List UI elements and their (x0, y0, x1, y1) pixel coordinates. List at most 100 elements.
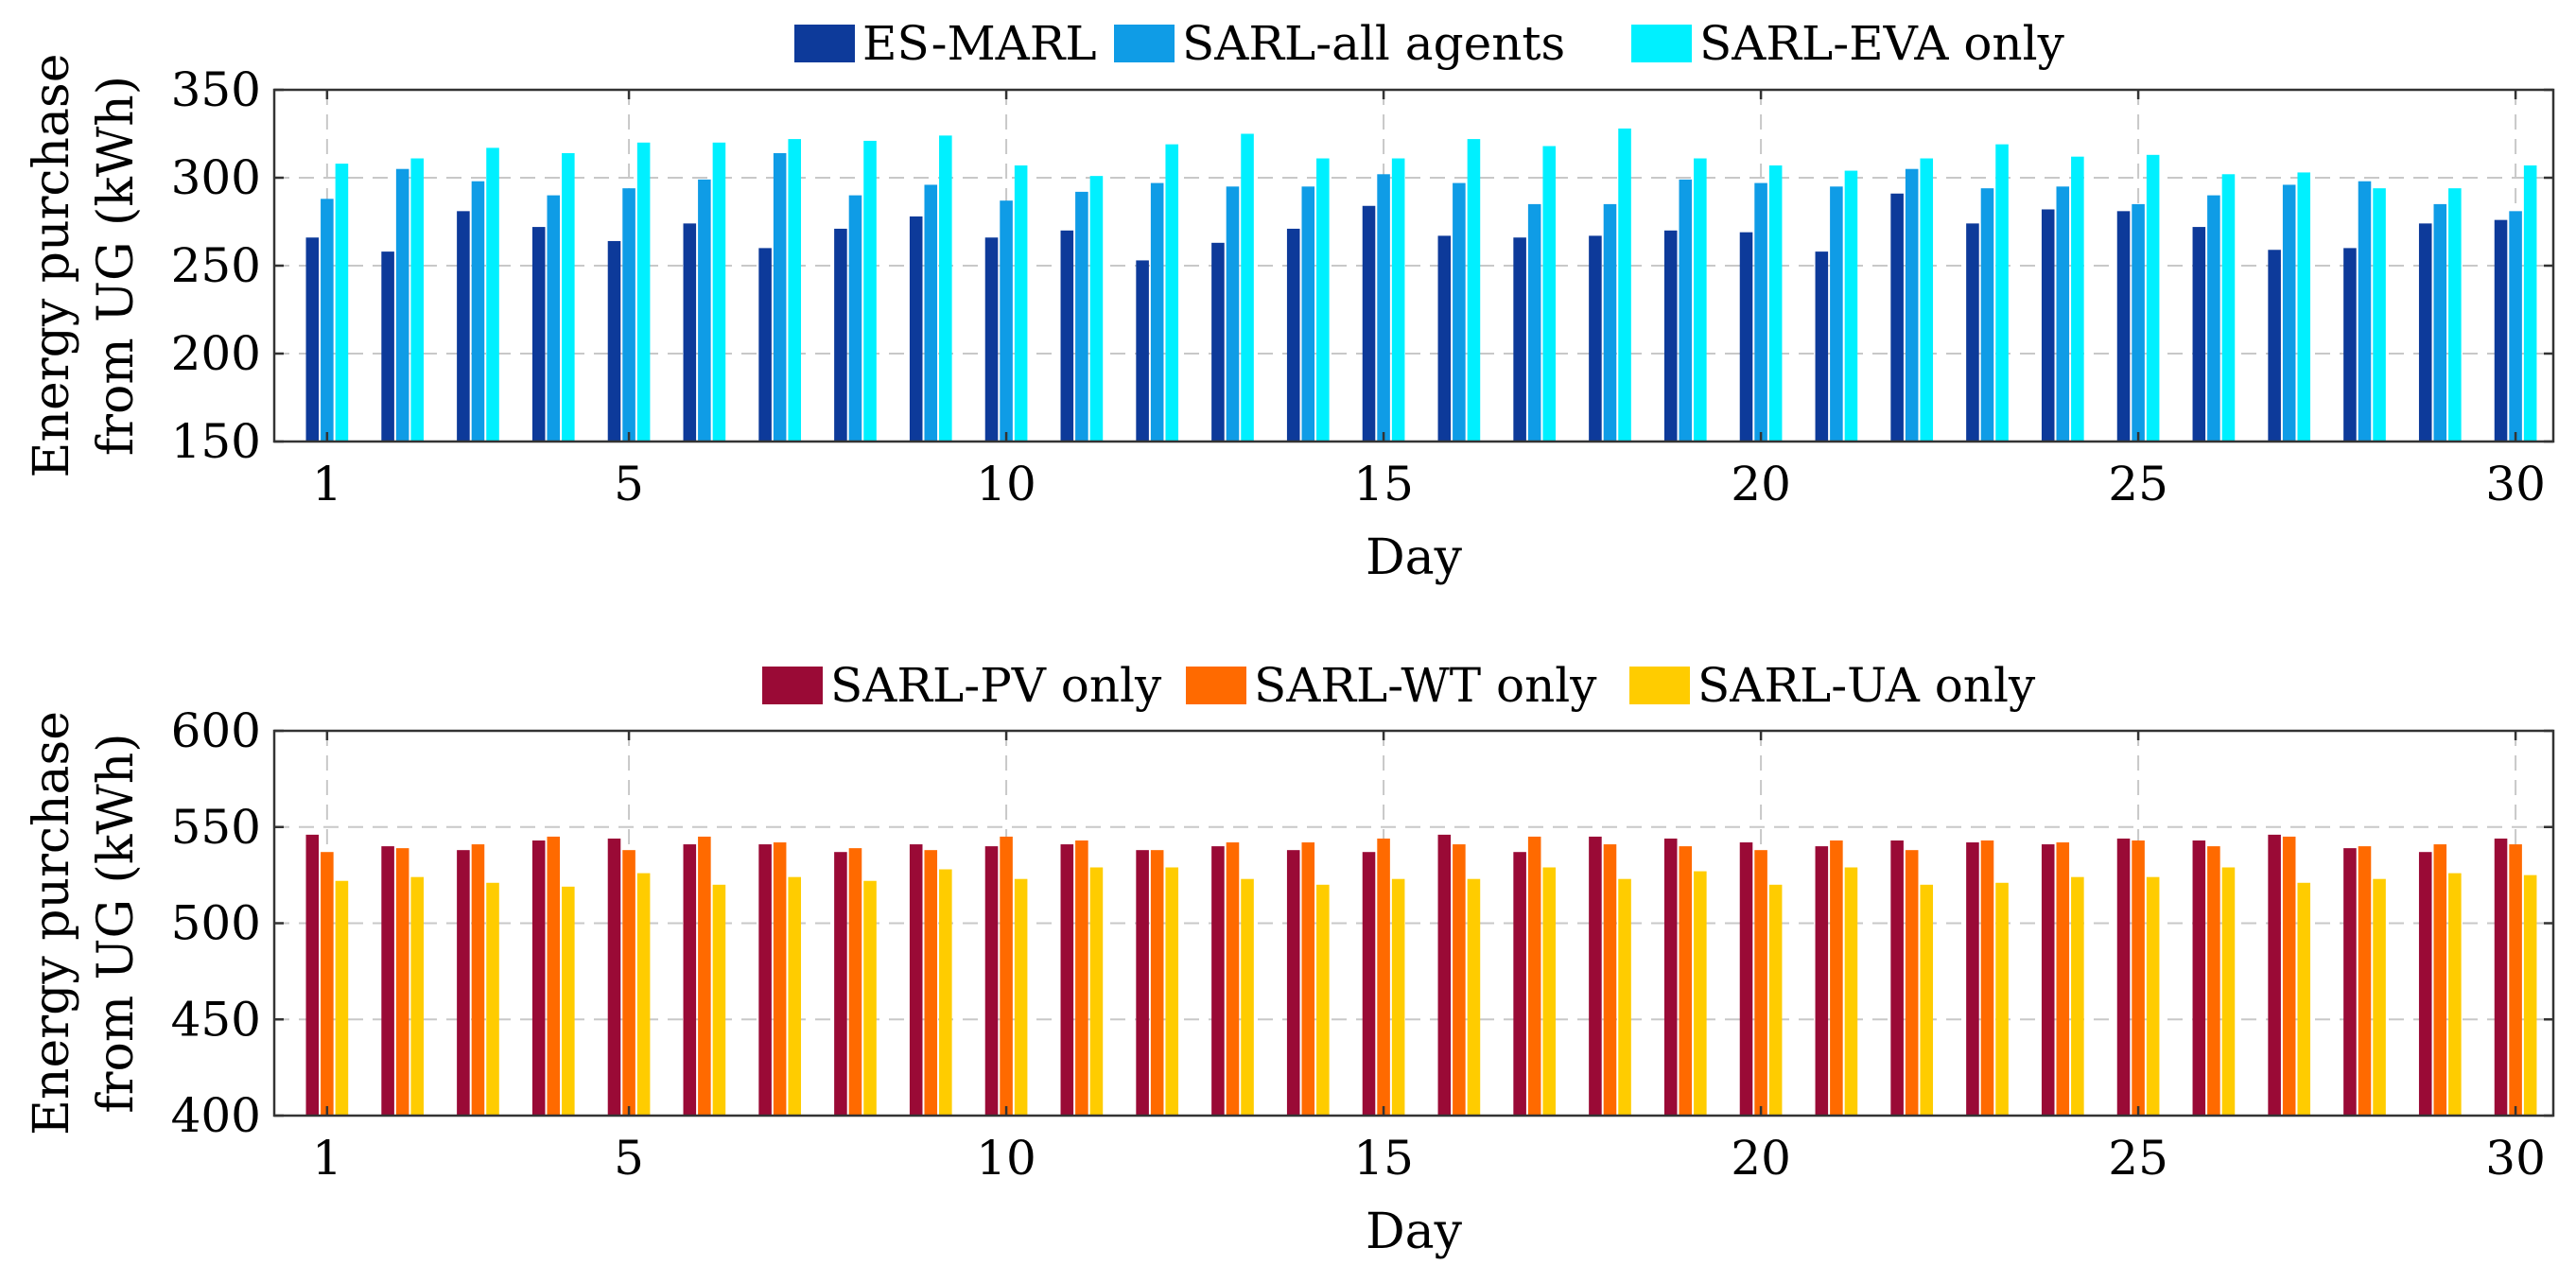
bottom-bar-sarl-pv-only-day-15 (1362, 852, 1376, 1116)
bottom-bar-sarl-ua-only-day-24 (2071, 876, 2084, 1116)
top-bar-sarl-all-agents-day-6 (698, 179, 711, 442)
bottom-legend-label: SARL-PV only (830, 658, 1162, 713)
top-bar-sarl-all-agents-day-23 (1980, 188, 1994, 442)
bottom-y-axis-label-line: Energy purchase (24, 711, 80, 1135)
bottom-bar-sarl-pv-only-day-27 (2268, 834, 2281, 1116)
bottom-bar-sarl-ua-only-day-4 (562, 886, 575, 1116)
bottom-bar-sarl-pv-only-day-2 (381, 846, 394, 1116)
top-bar-es-marl-day-11 (1060, 230, 1074, 442)
top-bar-es-marl-day-14 (1286, 228, 1300, 442)
top-bar-sarl-all-agents-day-22 (1905, 168, 1919, 442)
bottom-bar-sarl-pv-only-day-29 (2418, 852, 2432, 1116)
bottom-bar-sarl-wt-only-day-22 (1905, 850, 1919, 1116)
top-bar-sarl-all-agents-day-20 (1754, 182, 1767, 442)
bottom-x-tick-label: 5 (614, 1131, 644, 1186)
top-bar-es-marl-day-4 (531, 227, 546, 442)
top-bar-sarl-all-agents-day-3 (471, 181, 485, 442)
top-x-tick-label: 20 (1731, 457, 1791, 511)
bottom-bar-sarl-ua-only-day-7 (788, 876, 802, 1116)
bottom-bar-sarl-wt-only-day-8 (848, 848, 862, 1116)
top-bar-sarl-eva-only-day-4 (562, 152, 575, 442)
top-bar-sarl-eva-only-day-13 (1241, 133, 1254, 442)
top-x-tick-label: 15 (1353, 457, 1414, 511)
top-bar-sarl-all-agents-day-4 (547, 195, 561, 442)
top-bar-sarl-all-agents-day-17 (1527, 203, 1541, 442)
bottom-bar-sarl-ua-only-day-10 (1014, 878, 1028, 1116)
top-bar-es-marl-day-16 (1437, 235, 1452, 442)
bottom-bar-sarl-pv-only-day-23 (1966, 842, 1979, 1116)
top-bar-sarl-all-agents-day-28 (2358, 181, 2372, 442)
bottom-bar-sarl-wt-only-day-11 (1075, 840, 1088, 1116)
bottom-bar-sarl-pv-only-day-3 (457, 850, 470, 1116)
top-bar-sarl-all-agents-day-13 (1226, 186, 1240, 442)
top-x-tick-label: 10 (976, 457, 1036, 511)
top-bar-sarl-eva-only-day-7 (788, 139, 802, 442)
bottom-bar-sarl-wt-only-day-21 (1830, 840, 1843, 1116)
top-bar-es-marl-day-20 (1739, 232, 1753, 442)
top-bar-sarl-eva-only-day-27 (2297, 172, 2311, 442)
bottom-bar-sarl-wt-only-day-10 (1000, 836, 1013, 1116)
top-bar-es-marl-day-17 (1513, 237, 1526, 442)
top-bar-sarl-all-agents-day-30 (2509, 211, 2522, 442)
bottom-bar-sarl-pv-only-day-1 (305, 834, 320, 1116)
bottom-bar-sarl-ua-only-day-25 (2146, 876, 2160, 1116)
bottom-bar-sarl-wt-only-day-3 (471, 844, 485, 1116)
top-bar-sarl-eva-only-day-16 (1467, 139, 1481, 442)
bottom-bar-sarl-ua-only-day-1 (335, 880, 349, 1116)
bottom-bar-sarl-wt-only-day-14 (1301, 842, 1315, 1116)
top-bar-sarl-all-agents-day-14 (1301, 186, 1315, 442)
top-bar-sarl-all-agents-day-1 (321, 199, 334, 442)
top-bar-sarl-eva-only-day-2 (410, 158, 425, 442)
top-y-axis-label-line: Energy purchase (24, 54, 80, 478)
top-bar-sarl-all-agents-day-2 (395, 168, 409, 442)
bottom-bar-sarl-pv-only-day-30 (2494, 838, 2508, 1116)
bottom-bar-sarl-ua-only-day-14 (1316, 884, 1330, 1116)
top-bar-es-marl-day-21 (1815, 251, 1829, 442)
top-x-tick-label: 30 (2485, 457, 2546, 511)
top-bar-sarl-eva-only-day-26 (2221, 174, 2236, 442)
top-x-tick-label: 25 (2108, 457, 2168, 511)
top-bar-sarl-all-agents-day-8 (848, 195, 862, 442)
top-bar-es-marl-day-27 (2268, 250, 2281, 442)
bottom-bar-sarl-wt-only-day-26 (2207, 846, 2220, 1116)
bottom-bar-sarl-wt-only-day-12 (1150, 850, 1164, 1116)
top-x-tick-label: 5 (614, 457, 644, 511)
top-bar-es-marl-day-19 (1663, 230, 1678, 442)
top-bar-sarl-eva-only-day-11 (1089, 176, 1104, 442)
bottom-bar-sarl-wt-only-day-15 (1377, 838, 1390, 1116)
top-bar-sarl-all-agents-day-18 (1603, 203, 1617, 442)
top-bar-sarl-eva-only-day-28 (2373, 188, 2386, 442)
bottom-bar-sarl-ua-only-day-23 (1995, 882, 2009, 1116)
bottom-bar-sarl-pv-only-day-24 (2041, 844, 2055, 1116)
top-bar-sarl-eva-only-day-17 (1542, 146, 1557, 442)
bottom-x-axis-label: Day (1366, 1204, 1463, 1260)
bottom-bar-sarl-pv-only-day-26 (2192, 840, 2206, 1116)
top-bar-sarl-eva-only-day-18 (1618, 128, 1631, 442)
top-legend-swatch (1631, 25, 1692, 62)
top-bar-es-marl-day-26 (2192, 227, 2206, 442)
bottom-bar-sarl-ua-only-day-15 (1391, 878, 1405, 1116)
bottom-bar-sarl-pv-only-day-14 (1286, 850, 1300, 1116)
bottom-bar-sarl-wt-only-day-24 (2056, 842, 2070, 1116)
bottom-bar-sarl-wt-only-day-17 (1527, 836, 1541, 1116)
bottom-bar-sarl-pv-only-day-12 (1136, 850, 1149, 1116)
top-bar-sarl-all-agents-day-9 (924, 184, 938, 442)
top-bar-sarl-all-agents-day-12 (1150, 182, 1164, 442)
bottom-bar-sarl-ua-only-day-19 (1694, 871, 1707, 1116)
top-bar-es-marl-day-3 (457, 211, 470, 442)
top-bar-sarl-eva-only-day-3 (486, 147, 499, 442)
bottom-bar-sarl-pv-only-day-22 (1890, 840, 1904, 1116)
bottom-bar-sarl-ua-only-day-16 (1467, 878, 1481, 1116)
bottom-bar-sarl-pv-only-day-28 (2343, 848, 2357, 1116)
bottom-y-tick-label: 450 (171, 992, 261, 1047)
top-bar-es-marl-day-28 (2343, 248, 2357, 442)
bottom-bar-sarl-wt-only-day-16 (1453, 844, 1466, 1116)
bottom-bar-sarl-pv-only-day-9 (909, 844, 923, 1116)
bottom-bar-sarl-wt-only-day-13 (1226, 842, 1240, 1116)
bottom-bar-sarl-wt-only-day-2 (395, 848, 409, 1116)
top-bar-es-marl-day-12 (1136, 260, 1149, 442)
bottom-bar-sarl-ua-only-day-9 (939, 869, 952, 1116)
bottom-bar-sarl-wt-only-day-29 (2433, 844, 2447, 1116)
top-bar-sarl-all-agents-day-29 (2433, 203, 2447, 442)
